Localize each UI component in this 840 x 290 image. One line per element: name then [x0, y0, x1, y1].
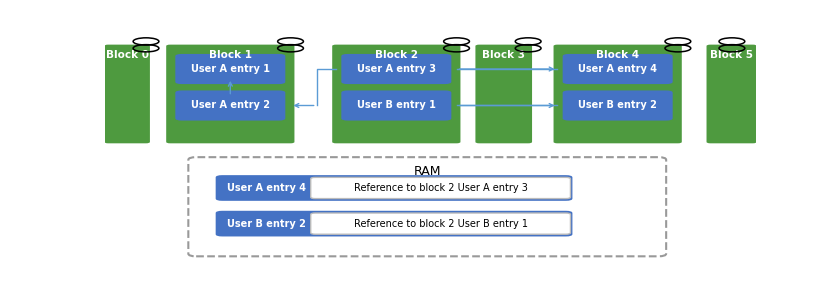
FancyBboxPatch shape	[176, 54, 286, 84]
FancyBboxPatch shape	[216, 175, 572, 201]
FancyBboxPatch shape	[554, 45, 682, 143]
Text: Block 4: Block 4	[596, 50, 639, 60]
FancyBboxPatch shape	[188, 157, 666, 256]
Text: User B entry 2: User B entry 2	[227, 219, 306, 229]
FancyBboxPatch shape	[563, 90, 673, 121]
FancyBboxPatch shape	[332, 45, 460, 143]
Text: User A entry 4: User A entry 4	[578, 64, 657, 74]
FancyBboxPatch shape	[341, 54, 451, 84]
Text: User A entry 4: User A entry 4	[227, 183, 306, 193]
Text: Block 3: Block 3	[482, 50, 525, 60]
FancyBboxPatch shape	[166, 45, 295, 143]
Text: Block 5: Block 5	[710, 50, 753, 60]
Text: Block 0: Block 0	[106, 50, 149, 60]
Text: User A entry 2: User A entry 2	[191, 101, 270, 110]
Text: User A entry 3: User A entry 3	[357, 64, 436, 74]
Text: Block 2: Block 2	[375, 50, 417, 60]
FancyBboxPatch shape	[563, 54, 673, 84]
FancyBboxPatch shape	[216, 211, 572, 236]
FancyBboxPatch shape	[341, 90, 451, 121]
Text: Reference to block 2 User B entry 1: Reference to block 2 User B entry 1	[354, 219, 528, 229]
FancyBboxPatch shape	[311, 177, 570, 199]
Text: Reference to block 2 User A entry 3: Reference to block 2 User A entry 3	[354, 183, 528, 193]
FancyBboxPatch shape	[311, 213, 570, 234]
FancyBboxPatch shape	[475, 45, 532, 143]
Text: User B entry 2: User B entry 2	[578, 101, 657, 110]
Text: Block 1: Block 1	[209, 50, 252, 60]
FancyBboxPatch shape	[706, 45, 757, 143]
Text: User A entry 1: User A entry 1	[191, 64, 270, 74]
Text: RAM: RAM	[413, 165, 441, 178]
FancyBboxPatch shape	[176, 90, 286, 121]
FancyBboxPatch shape	[104, 45, 150, 143]
Text: User B entry 1: User B entry 1	[357, 101, 436, 110]
